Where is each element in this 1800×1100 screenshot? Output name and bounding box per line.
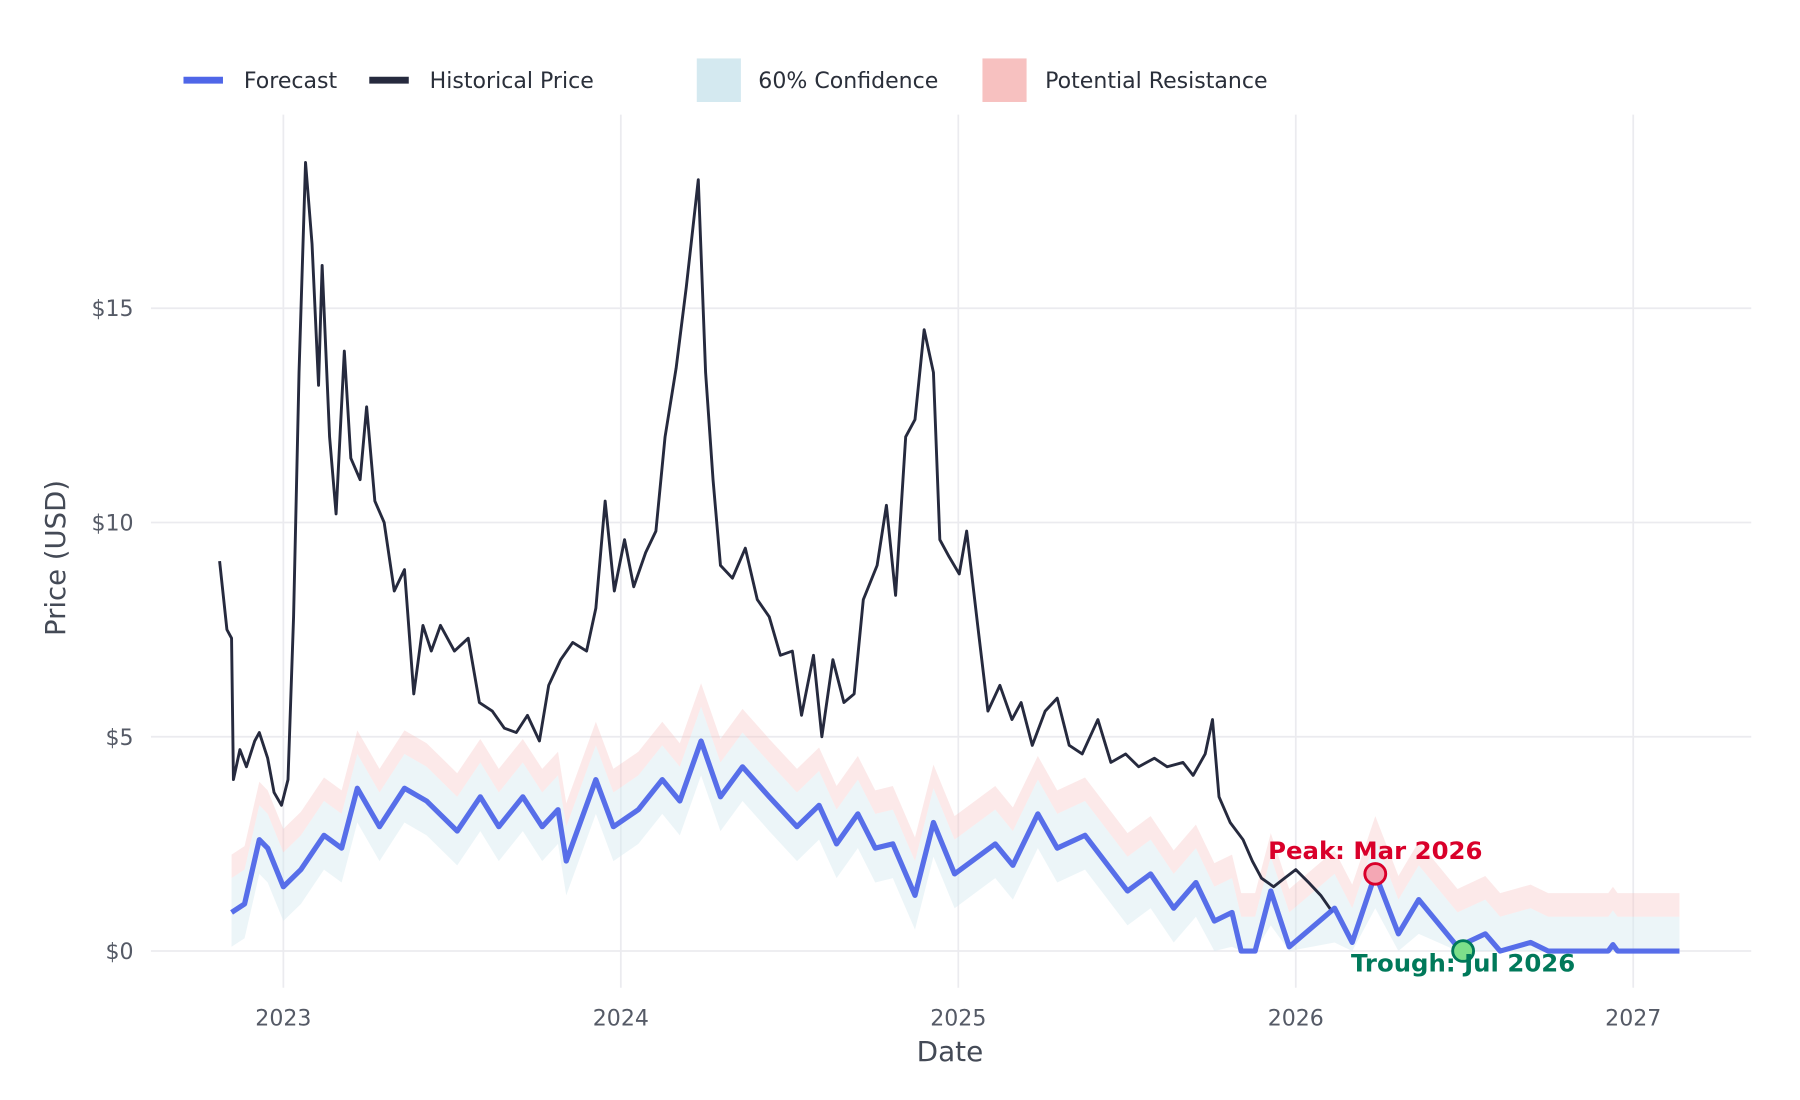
legend-forecast-label: Forecast xyxy=(244,69,338,94)
bands xyxy=(231,683,1680,952)
peak-label: Peak: Mar 2026 xyxy=(1268,837,1482,865)
x-axis-ticks: 2023 2024 2025 2026 2027 xyxy=(255,1007,1661,1032)
y-tick-label: $10 xyxy=(91,512,133,537)
annotations: Peak: Mar 2026 Trough: Jul 2026 xyxy=(1268,837,1575,977)
x-tick-label: 2025 xyxy=(930,1007,986,1032)
legend-resistance-label: Potential Resistance xyxy=(1045,69,1267,94)
x-axis-title: Date xyxy=(917,1035,984,1068)
legend-resistance-swatch xyxy=(982,58,1027,102)
x-tick-label: 2023 xyxy=(255,1007,311,1032)
y-tick-label: $0 xyxy=(105,940,133,965)
legend-confidence-label: 60% Confidence xyxy=(758,69,938,94)
y-axis-ticks: $0 $5 $10 $15 xyxy=(91,297,133,965)
y-tick-label: $15 xyxy=(91,297,133,322)
legend-historical-label: Historical Price xyxy=(430,69,594,94)
historical-price-line xyxy=(218,161,1334,914)
y-axis-title: Price (USD) xyxy=(39,480,72,636)
x-tick-label: 2027 xyxy=(1605,1007,1661,1032)
peak-marker xyxy=(1363,862,1388,886)
x-tick-label: 2024 xyxy=(593,1007,649,1032)
resistance-band xyxy=(231,683,1680,917)
trough-marker xyxy=(1451,939,1476,963)
trough-label: Trough: Jul 2026 xyxy=(1351,950,1575,978)
x-tick-label: 2026 xyxy=(1268,1007,1324,1032)
legend: Forecast Historical Price 60% Confidence… xyxy=(183,58,1268,102)
y-tick-label: $5 xyxy=(105,726,133,751)
legend-confidence-swatch xyxy=(696,58,741,102)
